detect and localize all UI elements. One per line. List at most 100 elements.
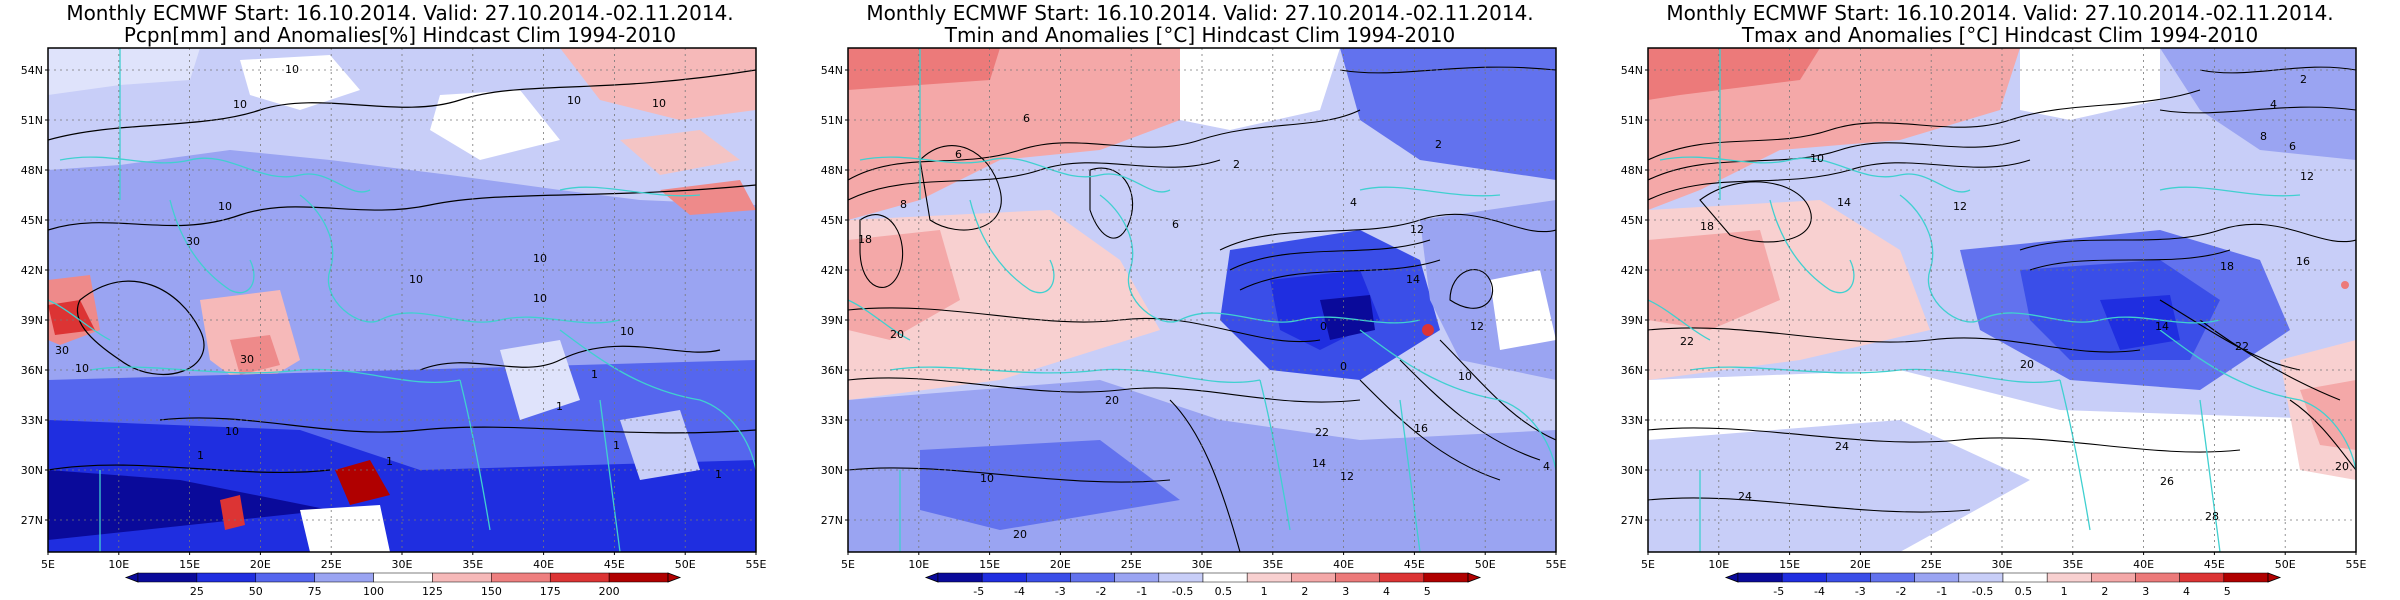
colorbar-label: 175 [540, 585, 561, 598]
contour-label: 30 [240, 353, 254, 366]
lon-label: 25E [1921, 558, 1942, 571]
colorbar-swatch [2223, 572, 2269, 583]
contour-label: 14 [1837, 196, 1851, 209]
colorbar-label: 150 [481, 585, 502, 598]
colorbar-swatch [2135, 572, 2180, 583]
contour-label: 10 [225, 425, 239, 438]
lat-label: 39N [1621, 314, 1643, 327]
contour-label: 14 [2155, 320, 2169, 333]
colorbar-label: 1 [1261, 585, 1268, 598]
contour-label: 22 [1680, 335, 1694, 348]
lat-label: 48N [821, 164, 843, 177]
lon-label: 30E [1992, 558, 2013, 571]
colorbar-label: 5 [1424, 585, 1431, 598]
contour-label: 2 [1233, 158, 1240, 171]
contour-label: 20 [2020, 358, 2034, 371]
colorbar-label: 3 [1342, 585, 1349, 598]
contour-label: 26 [2160, 475, 2174, 488]
colorbar-swatch [1291, 572, 1336, 583]
lat-label: 48N [1621, 164, 1643, 177]
colorbar-swatch [1026, 572, 1071, 583]
lat-label: 33N [821, 414, 843, 427]
lat-label: 45N [821, 214, 843, 227]
contour-label: 0 [1320, 320, 1327, 333]
contour-label: 12 [1410, 223, 1424, 236]
colorbar-label: -5 [973, 585, 984, 598]
lat-label: 42N [1621, 264, 1643, 277]
colorbar: -5 -4 -3 -2 -1 -0.5 0.5 1 2 3 4 5 [1724, 572, 2282, 598]
colorbar-swatch [1958, 572, 2004, 583]
colorbar-swatch [1737, 572, 1783, 583]
map-svg: 10 10 10 10 10 10 10 10 10 30 30 30 1 1 … [21, 47, 767, 598]
map-title-line1: Monthly ECMWF Start: 16.10.2014. Valid: … [1666, 1, 2334, 25]
contour-label: 18 [1700, 220, 1714, 233]
colorbar-label: 4 [1383, 585, 1390, 598]
colorbar-swatch [196, 572, 257, 583]
panel-pcpn: Monthly ECMWF Start: 16.10.2014. Valid: … [0, 0, 800, 600]
lon-label: 15E [1779, 558, 1800, 571]
lon-label: 50E [675, 558, 696, 571]
colorbar-swatch [137, 572, 198, 583]
lon-label: 10E [1708, 558, 1729, 571]
colorbar-swatch [2179, 572, 2225, 583]
map-title-line2: Tmin and Anomalies [°C] Hindcast Clim 19… [944, 23, 1456, 47]
lon-label: 45E [2204, 558, 2225, 571]
lon-label: 35E [462, 558, 483, 571]
lon-labels: 5E 10E 15E 20E 25E 30E 35E 40E 45E 50E 55E [41, 552, 767, 571]
contour-label: 10 [75, 362, 89, 375]
map-svg: 2 4 6 8 10 12 12 14 14 16 18 18 20 22 22… [1621, 47, 2367, 598]
lat-label: 51N [1621, 114, 1643, 127]
colorbar-label: -4 [1814, 585, 1825, 598]
colorbar-swatch [937, 572, 983, 583]
colorbar-label: 0.5 [1215, 585, 1233, 598]
lat-label: 30N [21, 464, 43, 477]
lat-label: 33N [1621, 414, 1643, 427]
lat-label: 27N [1621, 514, 1643, 527]
colorbar-label: 2 [2101, 585, 2108, 598]
lat-label: 30N [1621, 464, 1643, 477]
contour-label: 10 [218, 200, 232, 213]
colorbar-label: 200 [599, 585, 620, 598]
graticule [1648, 48, 2356, 552]
colorbar-swatch [1246, 572, 1292, 583]
lon-labels: 5E 10E 15E 20E 25E 30E 35E 40E 45E 50E 55E [1641, 552, 2367, 571]
colorbar-label: -4 [1014, 585, 1025, 598]
lon-label: 35E [1262, 558, 1283, 571]
contour-label: 10 [409, 273, 423, 286]
contour-label: 0 [1340, 360, 1347, 373]
contour-label: 10 [620, 325, 634, 338]
contour-labels: 2 2 4 6 6 6 8 10 12 12 14 16 18 20 20 20… [858, 112, 1550, 541]
colorbar-label: -0.5 [1972, 585, 1993, 598]
colorbar-label: 2 [1301, 585, 1308, 598]
colorbar-swatch [1870, 572, 1915, 583]
contour-label: 12 [2300, 170, 2314, 183]
lon-label: 55E [1546, 558, 1567, 571]
lon-label: 45E [604, 558, 625, 571]
lon-label: 5E [41, 558, 55, 571]
contour-label: 1 [613, 439, 620, 452]
map-title-line2: Pcpn[mm] and Anomalies[%] Hindcast Clim … [123, 23, 677, 47]
lon-label: 35E [2062, 558, 2083, 571]
colorbar-swatch [314, 572, 374, 583]
colorbar-swatch [432, 572, 492, 583]
lon-label: 20E [1850, 558, 1871, 571]
lon-labels: 5E 10E 15E 20E 25E 30E 35E 40E 45E 50E 55E [841, 552, 1567, 571]
map-title-line1: Monthly ECMWF Start: 16.10.2014. Valid: … [866, 1, 1534, 25]
lat-label: 51N [21, 114, 43, 127]
contour-label: 18 [858, 233, 872, 246]
contour-label: 10 [1458, 370, 1472, 383]
colorbar-low-arrow [924, 572, 939, 583]
lat-label: 45N [21, 214, 43, 227]
contours [1648, 66, 2356, 513]
colorbar-swatch [1202, 572, 1248, 583]
contour-label: 1 [591, 368, 598, 381]
contour-label: 2 [2300, 73, 2307, 86]
contour-label: 22 [1315, 426, 1329, 439]
contour-labels: 10 10 10 10 10 10 10 10 10 30 30 30 1 1 … [55, 63, 722, 481]
contour-label: 1 [715, 468, 722, 481]
lat-label: 42N [821, 264, 843, 277]
lon-label: 15E [979, 558, 1000, 571]
contour-label: 14 [1406, 273, 1420, 286]
panel-tmax: Monthly ECMWF Start: 16.10.2014. Valid: … [1600, 0, 2400, 600]
